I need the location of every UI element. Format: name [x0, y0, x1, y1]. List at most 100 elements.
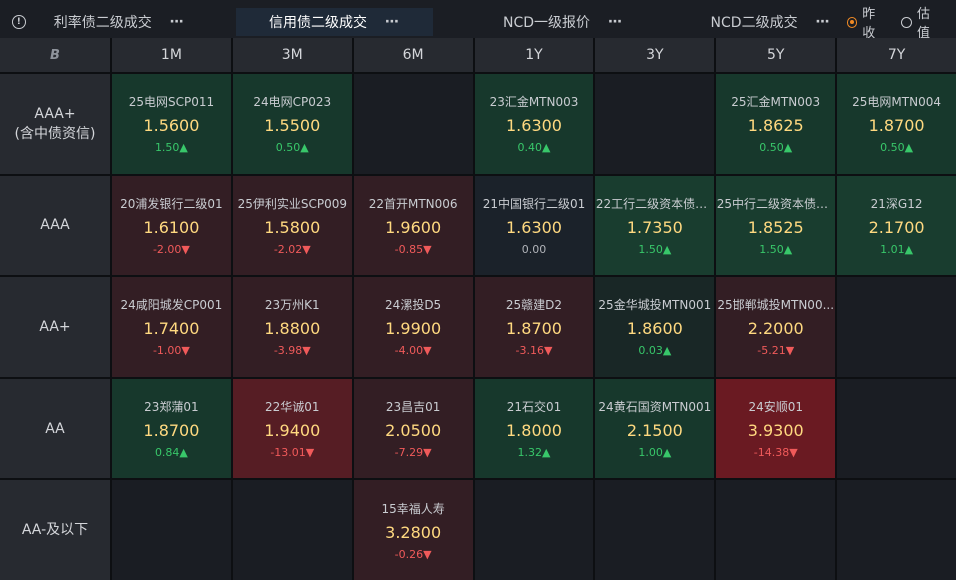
bond-yield: 1.8700: [143, 421, 200, 441]
bond-quote-cell[interactable]: 25中行二级资本债0... 1.8525 1.50▲: [716, 175, 836, 276]
bond-quote-cell[interactable]: 22华诚01 1.9400 -13.01▼: [232, 378, 352, 479]
bond-quote-cell[interactable]: 23昌吉01 2.0500 -7.29▼: [353, 378, 473, 479]
bond-change: 1.50▲: [638, 242, 672, 256]
bond-quote-cell[interactable]: 24咸阳城发CP001 1.7400 -1.00▼: [112, 277, 231, 377]
tab-label: 利率债二级成交: [53, 15, 152, 31]
bond-quote-cell[interactable]: 24安顺01 3.9300 -14.38▼: [716, 378, 836, 479]
bond-yield: 1.8600: [626, 319, 683, 339]
bond-change: 0.40▲: [517, 141, 551, 155]
bond-name: 23昌吉01: [385, 400, 441, 415]
more-icon[interactable]: ⋯: [169, 14, 185, 30]
rating-row-label: AA+: [0, 277, 110, 377]
bond-change: 0.50▲: [759, 141, 793, 155]
bond-quote-cell[interactable]: 25邯郸城投MTN00... 2.2000 -5.21▼: [716, 277, 836, 377]
bond-name: 20浦发银行二级01: [120, 196, 223, 211]
bond-change: -7.29▼: [394, 446, 432, 460]
more-icon[interactable]: ⋯: [384, 14, 400, 30]
bond-change: 0.50▲: [880, 141, 914, 155]
column-header[interactable]: 1M: [112, 38, 231, 72]
bond-name: 23汇金MTN003: [489, 95, 579, 110]
tab-label: NCD二级成交: [710, 15, 798, 31]
info-icon[interactable]: !: [12, 15, 26, 29]
bond-quote-cell[interactable]: 24电网CP023 1.5500 0.50▲: [232, 74, 352, 174]
empty-cell: [837, 480, 956, 580]
rating-row-label: AAA: [0, 175, 110, 276]
bond-change: -1.00▼: [152, 344, 190, 358]
bond-yield: 1.8000: [506, 421, 562, 441]
bond-name: 22华诚01: [265, 400, 320, 415]
bond-quote-cell[interactable]: 15幸福人寿 3.2800 -0.26▼: [353, 480, 473, 580]
bond-name: 23郑蒲01: [144, 400, 199, 415]
bond-quote-cell[interactable]: 25伊利实业SCP009 1.5800 -2.02▼: [232, 175, 352, 276]
bond-name: 23万州K1: [264, 298, 320, 313]
bond-quote-cell[interactable]: 24黄石国资MTN001 2.1500 1.00▲: [595, 378, 715, 479]
bond-yield: 2.1700: [868, 217, 925, 237]
tab-ncd-primary[interactable]: NCD一级报价 ⋯: [433, 8, 633, 36]
tab-credit-bond[interactable]: 信用债二级成交 ⋯: [235, 8, 434, 36]
bond-quote-cell[interactable]: 21深G12 2.1700 1.01▲: [837, 175, 956, 276]
bond-name: 15幸福人寿: [381, 501, 445, 516]
bond-yield: 1.9900: [385, 319, 442, 339]
bond-yield: 3.2800: [385, 522, 442, 542]
bond-name: 24咸阳城发CP001: [120, 298, 223, 313]
tab-rate-bond[interactable]: 利率债二级成交 ⋯: [44, 8, 236, 36]
bond-yield: 1.7400: [143, 319, 200, 339]
column-header[interactable]: 3M: [232, 38, 352, 72]
radio-label: 昨收: [862, 7, 876, 41]
column-header[interactable]: 1Y: [474, 38, 594, 72]
radio-valuation[interactable]: 估值: [901, 3, 942, 41]
bond-quote-cell[interactable]: 20浦发银行二级01 1.6100 -2.00▼: [112, 175, 231, 276]
bond-yield: 1.7350: [626, 217, 683, 237]
bond-quote-cell[interactable]: 22工行二级资本债0... 1.7350 1.50▲: [595, 175, 715, 276]
bond-quote-cell[interactable]: 25汇金MTN003 1.8625 0.50▲: [716, 74, 836, 174]
bond-name: 25伊利实业SCP009: [237, 196, 347, 211]
bond-quote-cell[interactable]: 23汇金MTN003 1.6300 0.40▲: [474, 74, 594, 174]
tab-ncd-secondary[interactable]: NCD二级成交 ⋯: [633, 8, 839, 36]
bond-yield: 1.8700: [506, 319, 562, 339]
column-header[interactable]: 5Y: [716, 38, 836, 72]
bond-name: 25中行二级资本债0...: [716, 196, 835, 211]
bond-name: 24安顺01: [748, 400, 803, 415]
bond-change: -2.00▼: [152, 242, 190, 256]
column-header[interactable]: 6M: [353, 38, 473, 72]
bond-quote-cell[interactable]: 21石交01 1.8000 1.32▲: [474, 378, 594, 479]
credit-bond-matrix: B 1M 3M 6M 1Y 3Y 5Y 7Y AAA+ (含中债资信) 25电网SCP011 1.…: [0, 38, 956, 580]
bond-change: 0.50▲: [275, 141, 309, 155]
radio-label: 估值: [916, 7, 930, 41]
bond-yield: 1.6300: [506, 116, 562, 136]
bond-quote-cell[interactable]: 23万州K1 1.8800 -3.98▼: [232, 277, 352, 377]
column-header[interactable]: 7Y: [837, 38, 956, 72]
tab-label: 信用债二级成交: [268, 15, 367, 31]
bond-quote-cell[interactable]: 25金华城投MTN001 1.8600 0.03▲: [595, 277, 715, 377]
price-basis-radio-group: 昨收 估值: [846, 3, 956, 41]
bond-quote-cell[interactable]: 25赣建D2 1.8700 -3.16▼: [474, 277, 594, 377]
bond-quote-cell[interactable]: 21中国银行二级01 1.6300 0.00: [474, 175, 594, 276]
bond-quote-cell[interactable]: 24漯投D5 1.9900 -4.00▼: [353, 277, 473, 377]
radio-prev-close[interactable]: 昨收: [846, 3, 888, 41]
bond-name: 21中国银行二级01: [482, 196, 586, 211]
bond-yield: 1.8625: [747, 116, 804, 136]
column-header[interactable]: 3Y: [595, 38, 715, 72]
more-icon[interactable]: ⋯: [815, 14, 831, 30]
bond-change: 0.84▲: [154, 446, 188, 460]
bond-name: 21石交01: [506, 400, 562, 415]
bond-name: 25电网MTN004: [852, 95, 941, 110]
bond-change: -13.01▼: [270, 446, 315, 460]
bond-name: 25汇金MTN003: [731, 95, 821, 110]
bond-quote-cell[interactable]: 25电网MTN004 1.8700 0.50▲: [837, 74, 956, 174]
more-icon[interactable]: ⋯: [608, 14, 624, 30]
bond-name: 22工行二级资本债0...: [595, 196, 714, 211]
bond-change: -0.26▼: [394, 547, 432, 561]
bond-yield: 1.6100: [143, 217, 200, 237]
bond-change: -4.00▼: [394, 344, 432, 358]
radio-unselected-icon: [901, 16, 912, 28]
bond-quote-cell[interactable]: 22首开MTN006 1.9600 -0.85▼: [353, 175, 473, 276]
bond-quote-cell[interactable]: 25电网SCP011 1.5600 1.50▲: [112, 74, 231, 174]
bond-quote-cell[interactable]: 23郑蒲01 1.8700 0.84▲: [112, 378, 231, 479]
bond-change: 1.50▲: [759, 242, 793, 256]
empty-cell: [474, 480, 594, 580]
bond-yield: 1.9600: [385, 217, 442, 237]
bond-name: 24电网CP023: [253, 95, 332, 110]
bond-yield: 1.6300: [506, 217, 562, 237]
bond-name: 21深G12: [870, 196, 923, 211]
